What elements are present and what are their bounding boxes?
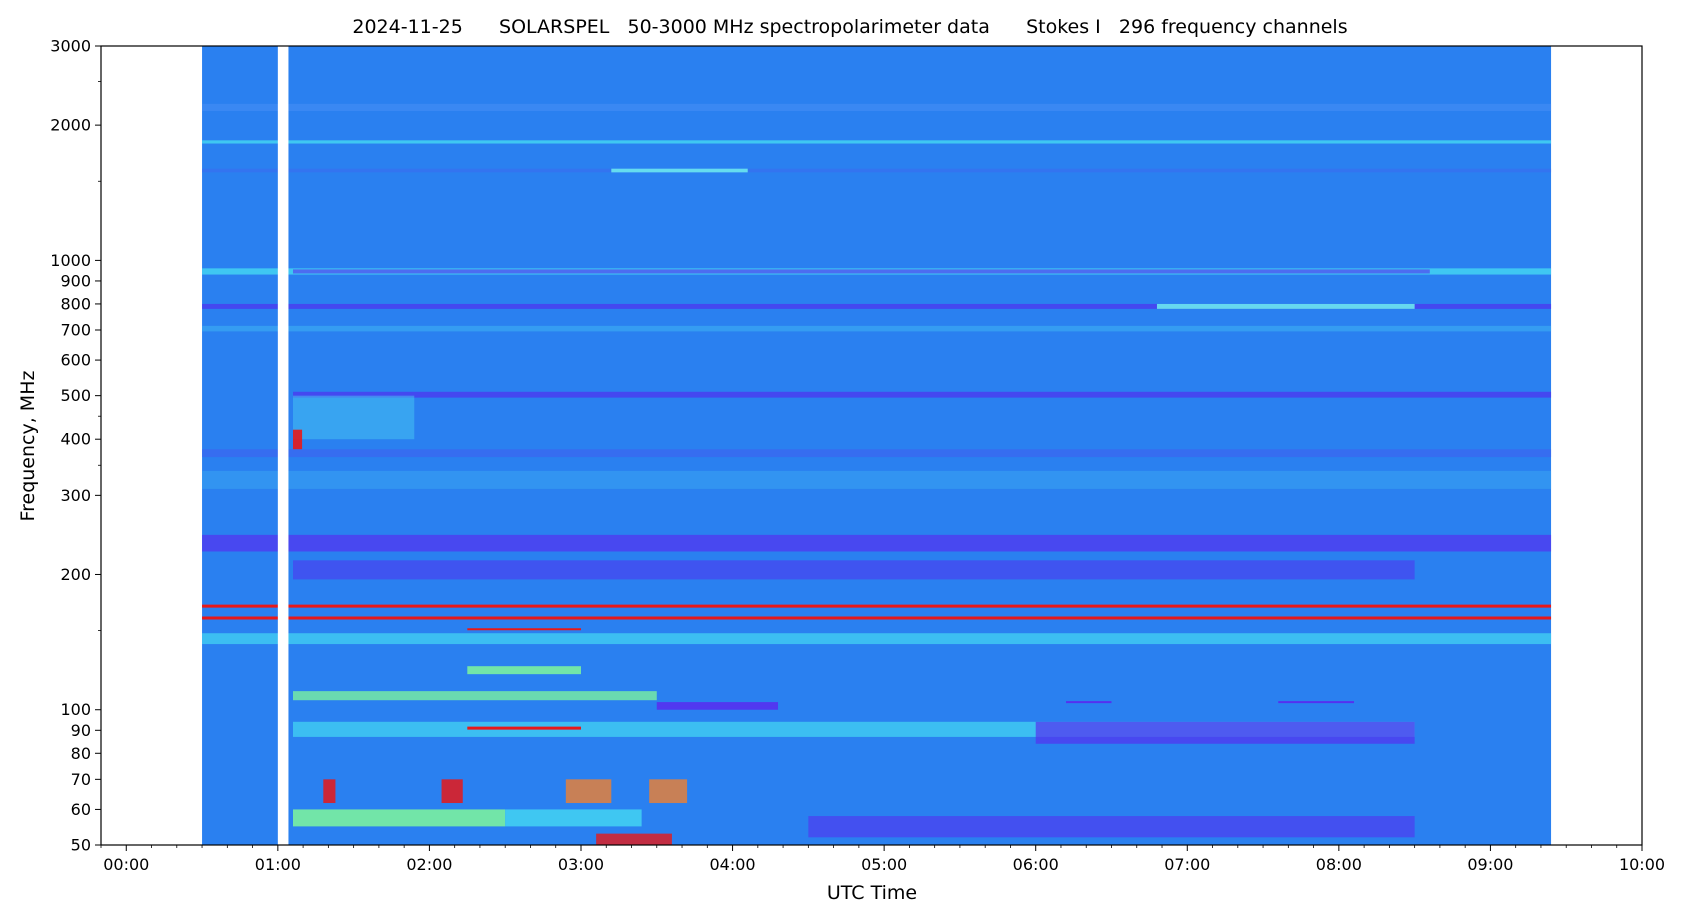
y-tick-label: 3000: [50, 37, 91, 56]
spectrogram-band: [202, 325, 1552, 332]
y-tick-label: 90: [71, 721, 91, 740]
spectrogram-band: [1156, 303, 1415, 309]
spectrogram-band: [649, 779, 688, 804]
y-tick-label: 500: [60, 386, 91, 405]
x-tick-label: 02:00: [406, 855, 452, 874]
x-tick-label: 05:00: [861, 855, 907, 874]
x-axis-label: UTC Time: [827, 882, 917, 904]
y-axis-label: Frequency, MHz: [17, 371, 39, 522]
y-tick-label: 300: [60, 486, 91, 505]
spectrogram-band: [202, 303, 1552, 309]
spectrogram-band: [292, 395, 415, 440]
data-layer: [202, 46, 1552, 845]
y-tick-label: 60: [71, 800, 91, 819]
spectrogram-band: [202, 168, 1552, 173]
spectrogram-band: [441, 779, 463, 804]
spectrogram-band: [292, 269, 1430, 274]
spectrogram-band: [202, 470, 1552, 489]
spectrogram-band: [656, 702, 779, 710]
data-gap: [277, 46, 289, 845]
x-tick-label: 03:00: [558, 855, 604, 874]
spectrogram-band: [467, 666, 581, 675]
spectrogram-band: [202, 140, 1552, 144]
x-tick-label: 01:00: [255, 855, 301, 874]
spectrogram-band: [202, 633, 1552, 645]
spectrogram-background: [202, 46, 1552, 845]
spectrogram-band: [323, 779, 336, 804]
y-tick-label: 600: [60, 351, 91, 370]
y-tick-label: 70: [71, 770, 91, 789]
x-tick-label: 07:00: [1164, 855, 1210, 874]
y-axis: 50 60 70 80 90 100 200 300 400 500 600 700 800 900100…: [50, 37, 101, 855]
chart-title: 2024-11-25 SOLARSPEL 50-3000 MHz spectro…: [352, 16, 1347, 38]
y-tick-label: 80: [71, 744, 91, 763]
x-tick-label: 00:00: [103, 855, 149, 874]
y-tick-label: 900: [60, 271, 91, 290]
y-tick-label: 2000: [50, 116, 91, 135]
spectrogram-band: [611, 168, 748, 173]
spectrogram-band: [292, 691, 657, 701]
x-tick-label: 10:00: [1619, 855, 1665, 874]
spectrogram-band: [1035, 721, 1415, 744]
spectrogram-band: [292, 429, 303, 450]
y-tick-label: 200: [60, 565, 91, 584]
spectrogram-band: [292, 391, 1552, 398]
x-axis: 00:00 01:00 02:00 03:00 04:00 05:00 06:00 07:00…: [100, 845, 1665, 874]
x-tick-label: 09:00: [1467, 855, 1513, 874]
plot-frame: [100, 45, 1643, 846]
spectrogram-band: [292, 560, 1415, 580]
y-tick-label: 800: [60, 294, 91, 313]
spectrogram-band: [202, 103, 1552, 112]
spectrogram-band: [202, 449, 1552, 458]
spectrogram-band: [596, 833, 672, 845]
spectrogram-band: [808, 816, 1415, 838]
spectrogram-band: [505, 809, 642, 827]
x-tick-label: 04:00: [710, 855, 756, 874]
spectrogram-band: [202, 534, 1552, 552]
x-tick-label: 08:00: [1316, 855, 1362, 874]
spectrogram-band: [292, 809, 506, 827]
y-tick-label: 400: [60, 430, 91, 449]
y-tick-label: 50: [71, 836, 91, 855]
y-tick-label: 700: [60, 320, 91, 339]
spectrogram-band: [565, 779, 612, 804]
y-tick-label: 100: [60, 700, 91, 719]
x-tick-label: 06:00: [1013, 855, 1059, 874]
y-tick-label: 1000: [50, 251, 91, 270]
